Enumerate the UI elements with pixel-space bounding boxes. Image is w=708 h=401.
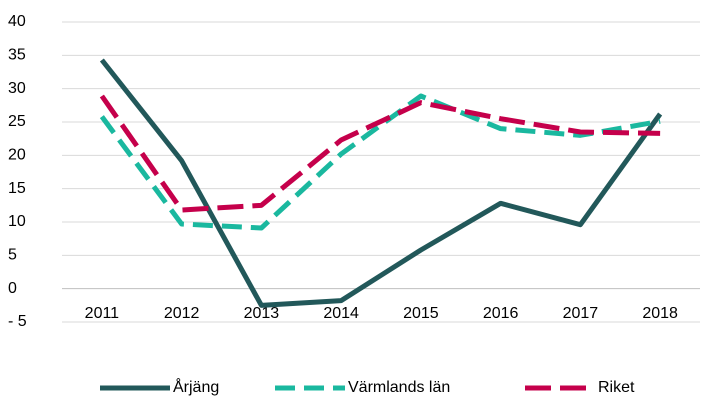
legend-label: Årjäng xyxy=(173,377,219,396)
y-tick-label: - 5 xyxy=(8,313,27,330)
y-tick-label: 30 xyxy=(8,80,26,97)
x-tick-label: 2013 xyxy=(244,305,280,322)
x-tick-label: 2014 xyxy=(323,305,359,322)
legend-label: Riket xyxy=(598,379,635,396)
y-tick-label: 15 xyxy=(8,180,26,197)
y-tick-label: 0 xyxy=(8,280,17,297)
y-tick-label: 25 xyxy=(8,113,26,130)
y-tick-label: 20 xyxy=(8,147,26,164)
y-tick-label: 35 xyxy=(8,47,26,64)
y-tick-label: 5 xyxy=(8,247,17,264)
series-line xyxy=(99,93,661,231)
y-tick-label: 10 xyxy=(8,213,26,230)
x-tick-label: 2016 xyxy=(483,305,519,322)
x-tick-label: 2017 xyxy=(563,305,599,322)
x-tick-label: 2018 xyxy=(642,305,678,322)
x-tick-label: 2012 xyxy=(164,305,200,322)
x-tick-label: 2015 xyxy=(403,305,439,322)
series-line xyxy=(99,94,661,213)
x-tick-label: 2011 xyxy=(85,305,120,322)
series-line xyxy=(99,58,663,308)
legend-label: Värmlands län xyxy=(348,379,450,396)
y-tick-label: 40 xyxy=(8,13,26,30)
